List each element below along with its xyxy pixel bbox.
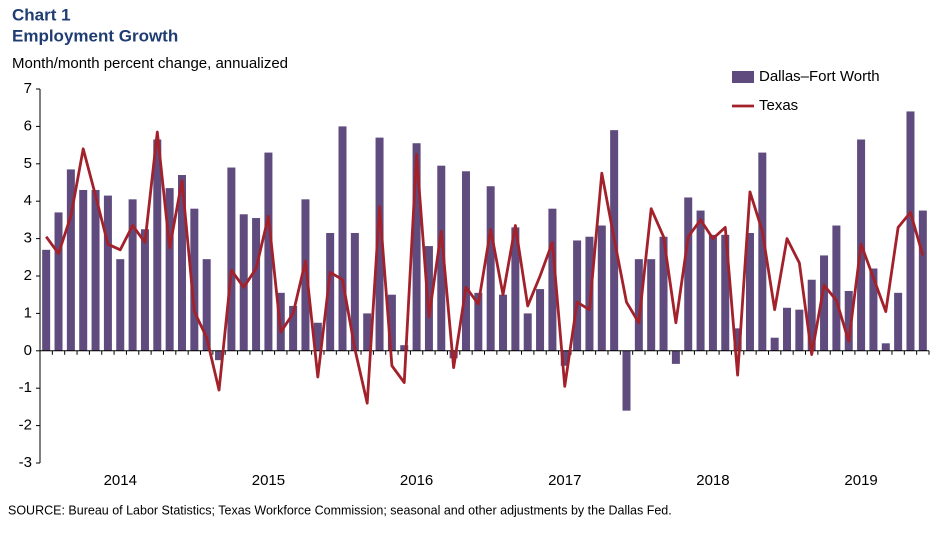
bar: [499, 294, 508, 351]
bar: [313, 322, 322, 351]
bar: [758, 152, 767, 351]
x-tick-label: 2017: [548, 472, 581, 489]
bar: [647, 259, 656, 351]
line: [45, 130, 925, 405]
bar: [536, 289, 545, 351]
bar: [424, 246, 433, 351]
bar: [42, 249, 51, 351]
bar: [461, 171, 470, 351]
bar: [412, 143, 421, 351]
bar: [177, 175, 186, 351]
bar: [708, 234, 717, 351]
legend-label: Texas: [759, 97, 798, 114]
y-tick-label: 7: [24, 80, 32, 97]
y-tick-label: 2: [24, 267, 32, 284]
y-axis-label: Month/month percent change, annualized: [12, 55, 288, 72]
bar: [795, 309, 804, 351]
bar: [116, 259, 125, 351]
bar: [634, 259, 643, 351]
bar: [783, 307, 792, 351]
bar: [387, 294, 396, 351]
bar: [548, 208, 557, 351]
bar: [659, 236, 668, 351]
bar: [523, 313, 532, 351]
bar: [54, 212, 63, 351]
bar: [326, 232, 335, 351]
bar: [881, 343, 890, 351]
bar: [585, 236, 594, 351]
bar: [573, 240, 582, 351]
bar: [289, 305, 298, 351]
y-tick-label: 4: [24, 192, 32, 209]
bar: [338, 126, 347, 351]
bar: [474, 292, 483, 351]
bar: [239, 214, 248, 351]
y-tick-label: -1: [19, 379, 32, 396]
bar: [350, 232, 359, 351]
chart-title: Chart 1: [12, 5, 71, 24]
bar: [869, 268, 878, 351]
bar: [622, 350, 631, 411]
x-tick-label: 2015: [252, 472, 285, 489]
bar: [165, 188, 174, 351]
x-tick-label: 2018: [696, 472, 729, 489]
bar: [202, 259, 211, 351]
bar: [832, 225, 841, 351]
bar: [215, 350, 224, 361]
bar: [918, 210, 927, 351]
bar: [264, 152, 273, 351]
bar: [721, 234, 730, 351]
bar: [252, 218, 261, 351]
bar: [128, 199, 137, 351]
source: SOURCE: Bureau of Labor Statistics; Texa…: [8, 503, 672, 517]
bar: [745, 232, 754, 351]
x-tick-label: 2019: [844, 472, 877, 489]
bar: [733, 328, 742, 351]
legend-label: Dallas–Fort Worth: [759, 68, 880, 85]
bar: [671, 350, 680, 364]
bar: [190, 208, 199, 351]
bar: [103, 195, 112, 351]
bar: [153, 139, 162, 351]
bar: [437, 165, 446, 351]
bar: [91, 189, 100, 351]
bar: [684, 197, 693, 351]
x-tick-label: 2014: [104, 472, 137, 489]
bar: [400, 345, 409, 351]
bar: [140, 229, 149, 351]
y-tick-label: -2: [19, 417, 32, 434]
bar: [363, 313, 372, 351]
x-tick-label: 2016: [400, 472, 433, 489]
bar: [696, 210, 705, 351]
bar: [486, 186, 495, 351]
bar: [844, 290, 853, 351]
y-tick-label: 6: [24, 117, 32, 134]
bar: [894, 292, 903, 351]
y-tick-label: -3: [19, 454, 32, 471]
bar: [560, 350, 569, 366]
bar: [820, 255, 829, 351]
bar: [770, 337, 779, 351]
bar: [375, 137, 384, 351]
bar: [597, 225, 606, 351]
y-tick-label: 0: [24, 342, 32, 359]
bar: [301, 199, 310, 351]
bar: [227, 167, 236, 351]
bar: [79, 189, 88, 351]
y-tick-label: 3: [24, 230, 32, 247]
y-tick-label: 1: [24, 304, 32, 321]
bar: [511, 227, 520, 351]
bar: [66, 169, 75, 351]
bar: [906, 111, 915, 351]
y-tick-label: 5: [24, 155, 32, 172]
bar: [807, 279, 816, 351]
legend-swatch: [732, 71, 754, 83]
chart-subtitle: Employment Growth: [12, 26, 178, 45]
